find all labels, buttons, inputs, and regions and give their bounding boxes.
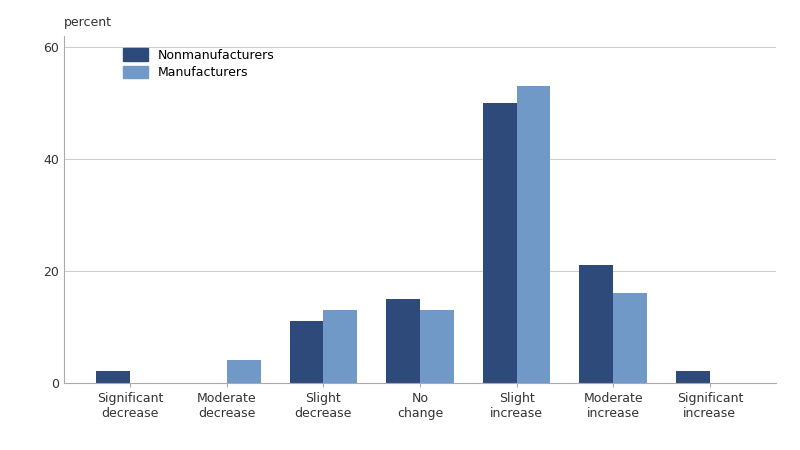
Bar (323, 310, 358, 382)
Bar (676, 371, 710, 382)
Bar (386, 299, 420, 382)
Legend: Nonmanufacturers, Manufacturers: Nonmanufacturers, Manufacturers (120, 46, 277, 82)
Bar (290, 321, 323, 382)
Bar (579, 265, 614, 382)
Bar (482, 103, 517, 382)
Text: percent: percent (64, 16, 112, 29)
Bar (96, 371, 130, 382)
Bar (614, 293, 647, 382)
Bar (226, 360, 261, 382)
Bar (517, 86, 550, 382)
Bar (420, 310, 454, 382)
